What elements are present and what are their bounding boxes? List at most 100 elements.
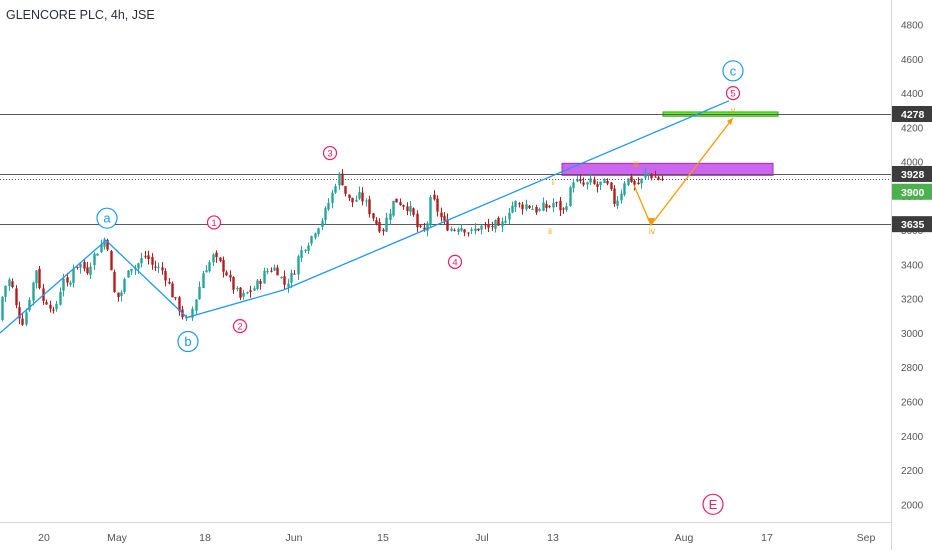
current-price-badge <box>892 183 932 200</box>
wave-label: 1 <box>211 218 216 229</box>
projection-arrowhead <box>727 117 733 125</box>
candle-body <box>450 228 453 231</box>
x-tick-label: 17 <box>761 532 773 544</box>
candle-body <box>242 292 245 297</box>
candle-body <box>504 220 507 223</box>
candle-body <box>259 281 262 284</box>
candle-body <box>263 270 266 284</box>
candle-body <box>457 229 460 232</box>
price-badge <box>892 165 932 182</box>
candle-body <box>620 193 623 201</box>
candle-body <box>494 219 497 229</box>
wave-label: E <box>709 497 718 512</box>
candle-body <box>423 227 426 230</box>
y-tick-label: 4000 <box>901 158 924 169</box>
candle-body <box>21 318 24 325</box>
candle-body <box>419 225 422 227</box>
candle-body <box>55 303 58 310</box>
candle-body <box>603 178 606 183</box>
candle-body <box>453 229 456 231</box>
candle-body <box>368 199 371 214</box>
candle-body <box>385 217 388 232</box>
y-tick-label: 3400 <box>901 260 924 271</box>
candle-body <box>140 258 143 264</box>
candle-body <box>348 194 351 199</box>
candle-body <box>215 252 218 258</box>
candle-body <box>123 279 126 292</box>
candle-body <box>521 204 524 210</box>
candle-body <box>327 202 330 210</box>
candle-body <box>358 192 361 199</box>
candle-body <box>273 267 276 271</box>
price-badge <box>892 216 932 233</box>
candle-body <box>538 208 541 211</box>
candle-body <box>477 228 480 231</box>
wave-label: 4 <box>452 257 457 268</box>
candle-body <box>28 299 31 311</box>
candle-body <box>317 228 320 235</box>
candle-body <box>467 232 470 234</box>
candle-body <box>562 208 565 210</box>
x-tick-label: 15 <box>377 532 389 544</box>
candle-body <box>106 239 109 250</box>
candle-body <box>86 267 89 274</box>
candle-body <box>579 179 582 182</box>
candle-body <box>586 182 589 185</box>
candle-body <box>144 256 147 258</box>
current-price-label: 3900 <box>901 187 925 199</box>
candle-body <box>307 245 310 251</box>
candle-body <box>178 297 181 312</box>
price-badge-label: 3635 <box>901 219 925 231</box>
y-tick-label: 2000 <box>901 500 924 511</box>
candle-body <box>650 174 653 179</box>
candle-body <box>168 281 171 284</box>
candle-body <box>314 233 317 238</box>
candle-body <box>630 176 633 182</box>
candle-body <box>565 206 568 211</box>
candle-body <box>239 287 242 298</box>
candle-body <box>433 194 436 200</box>
candle-body <box>212 254 215 263</box>
wave-label: 2 <box>237 322 242 333</box>
candle-body <box>151 256 154 265</box>
candle-body <box>514 201 517 208</box>
candle-body <box>545 204 548 208</box>
candle-body <box>487 224 490 228</box>
candle-body <box>130 269 133 272</box>
candle-body <box>552 202 555 208</box>
candle-body <box>606 181 609 184</box>
candle-body <box>484 224 487 226</box>
candle-body <box>412 208 415 215</box>
candle-body <box>657 177 660 180</box>
candle-body <box>205 270 208 273</box>
candle-body <box>270 270 273 272</box>
wave-label-circle <box>96 207 118 229</box>
candle-body <box>195 299 198 311</box>
candle-body <box>208 262 211 272</box>
candle-body <box>45 302 48 305</box>
blue-wave-abc <box>0 239 284 334</box>
candle-body <box>589 178 592 183</box>
candle-body <box>8 279 11 287</box>
candle-body <box>290 272 293 283</box>
y-tick-label: 3200 <box>901 295 924 306</box>
candle-body <box>654 176 657 178</box>
candle-body <box>382 229 385 232</box>
candle-body <box>89 266 92 275</box>
candle-body <box>120 292 123 297</box>
candle-body <box>582 182 585 185</box>
candle-body <box>647 173 650 175</box>
candle-body <box>463 229 466 233</box>
candle-body <box>613 188 616 204</box>
candle-body <box>59 291 62 305</box>
candle-body <box>232 277 235 290</box>
candle-body <box>334 186 337 193</box>
wave-label: ii <box>548 226 552 236</box>
candle-body <box>229 274 232 278</box>
wave-label-circle <box>177 330 199 353</box>
candle-body <box>440 212 443 218</box>
candle-body <box>402 205 405 207</box>
candle-body <box>38 268 41 289</box>
